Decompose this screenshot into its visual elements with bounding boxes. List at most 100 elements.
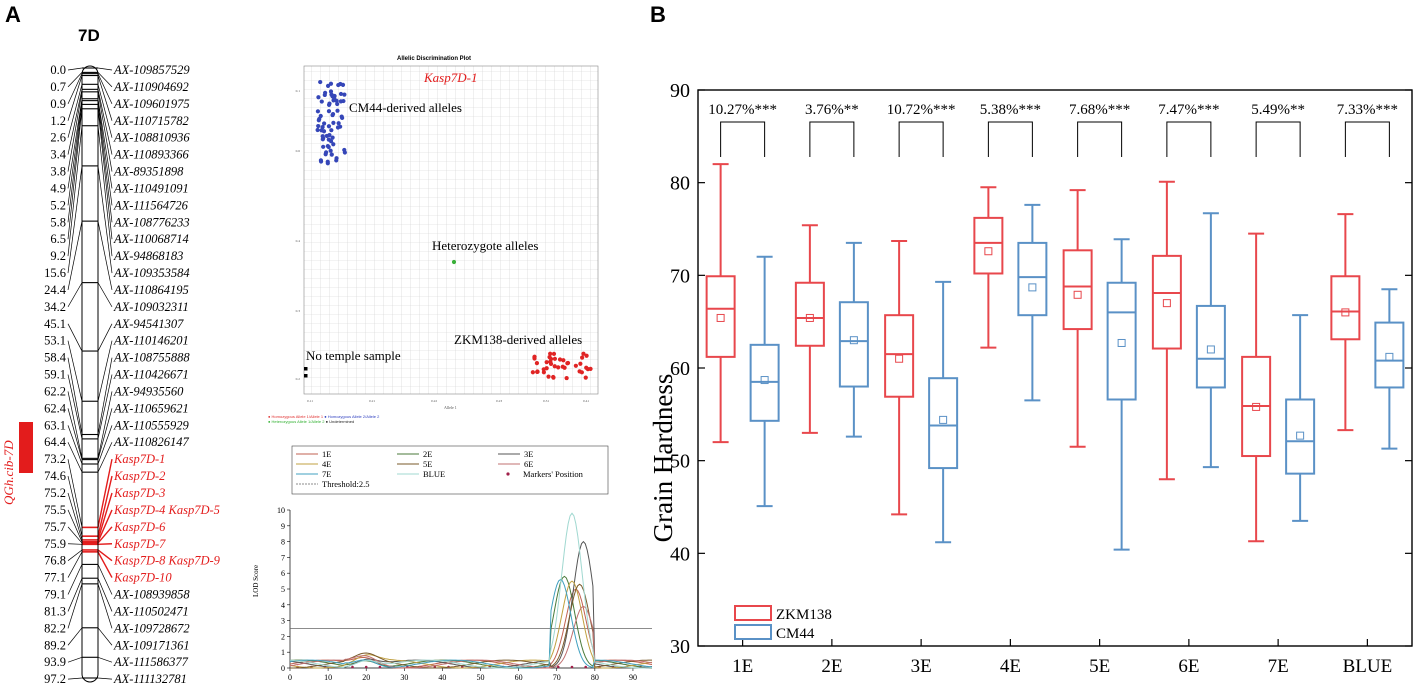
marker-position: 59.1 [44,368,66,382]
lod-curve-4e [289,580,653,669]
y-tick-label: 70 [670,265,690,287]
box-zkm138-4e [973,186,1004,349]
link-line-left [67,549,83,561]
marker-name: AX-108939858 [113,588,190,602]
y-tick-label: 60 [670,358,690,380]
lod-curve-blue [289,512,653,669]
marker-position: 0.9 [50,97,66,111]
cm44-point [326,144,331,150]
marker-position: 34.2 [44,300,66,314]
chart-ylabel: Grain Hardness [648,374,678,543]
zkm138-point [581,351,586,356]
cm44-point [336,121,341,126]
y-tick-label: 90 [670,80,690,102]
zkm138-point [583,375,588,380]
lod-legend-label: 2E [423,449,432,459]
marker-position-dot [584,665,587,669]
lod-x-tick: 40 [438,673,446,682]
zkm138-point [552,364,557,369]
zkm138-point [534,361,540,366]
marker-position: 75.7 [44,520,66,534]
significance-bracket [1077,121,1123,157]
link-line-left [67,627,83,646]
allelic-y-tick: 0.3 [296,309,301,313]
lod-y-tick: 10 [277,506,285,515]
link-line-right [97,374,113,439]
zkm138-point [544,360,549,365]
marker-position: 9.2 [50,249,66,263]
link-line-right [97,67,113,71]
significance-label: 5.38%*** [980,102,1041,118]
cm44-point [326,124,332,129]
lod-y-tick: 5 [281,585,285,594]
cm44-point [320,134,325,139]
cm44-point [319,99,324,104]
marker-position: 62.2 [44,384,66,398]
allelic-legend-entry: ● Undetermined [325,419,355,424]
marker-position: 76.8 [44,554,66,568]
linkage-map: QGh.cib-7D 0.0 AX-109857529 0.7 AX-11090469… [1,63,221,686]
cm44-point [321,129,327,134]
marker-position: 75.2 [44,486,66,500]
significance-label: 7.47%*** [1158,102,1219,118]
allelic-x-tick: 0.41 [583,399,589,403]
allelic-plot-title: Allelic Discrimination Plot [397,56,472,62]
marker-name: Kasp7D-1 [113,452,165,466]
marker-name: AX-108810936 [113,131,190,145]
link-line-right [97,108,113,240]
allelic-x-tick: 0.11 [307,399,313,403]
lod-y-tick: 2 [281,632,285,641]
lod-curve-3e [289,540,653,669]
cm44-point [326,102,332,108]
cm44-point [335,101,340,107]
cm44-point [338,91,344,97]
link-line-right [97,459,113,528]
link-line-left [67,84,83,138]
lod-legend-box [291,445,609,495]
qtl-label: QGh.cib-7D [1,440,16,505]
box-zkm138-2e [794,224,825,434]
marker-position: 0.7 [50,80,66,94]
box-zkm138-blue [1330,213,1361,432]
marker-position: 89.2 [44,638,66,652]
link-line-left [67,551,83,578]
marker-position-dot [378,665,382,669]
cm44-point [318,79,323,85]
link-line-left [67,564,83,595]
marker-name: AX-89351898 [113,165,184,179]
link-line-left [67,72,83,88]
significance-label: 10.27%*** [708,102,777,118]
link-line-left [67,73,83,104]
link-line-right [97,100,113,206]
marker-position: 1.2 [50,114,66,128]
link-line-right [97,104,113,223]
chromosome-bar [81,65,99,683]
marker-name: Kasp7D-4 Kasp7D-5 [113,503,220,517]
zkm138-point [573,363,578,368]
cm44-point [320,125,325,130]
link-line-left [67,656,83,663]
lod-x-tick: 30 [400,673,408,682]
lod-curve-5e [290,583,652,669]
link-line-right [97,425,113,465]
box-cm44-7e [1285,314,1316,522]
allelic-x-tick: 0.22 [431,399,437,403]
zkm138-point [548,351,553,356]
zkm138-point [556,365,561,370]
cm44-point [338,124,343,129]
cm44-point [330,135,335,140]
link-line-right [97,492,113,541]
zkm138-point [557,357,563,362]
link-line-right [97,551,113,578]
x-tick-label: 3E [911,656,932,677]
zkm138-point [588,366,593,371]
cm44-point [321,144,326,149]
marker-name: AX-110555929 [113,418,190,432]
cm44-point [328,139,334,144]
link-line-right [97,165,113,274]
lod-x-tick: 10 [324,673,332,682]
link-line-right [97,442,113,473]
marker-position: 2.6 [50,131,66,145]
cm44-point [315,127,320,133]
lod-y-tick: 6 [281,569,285,578]
